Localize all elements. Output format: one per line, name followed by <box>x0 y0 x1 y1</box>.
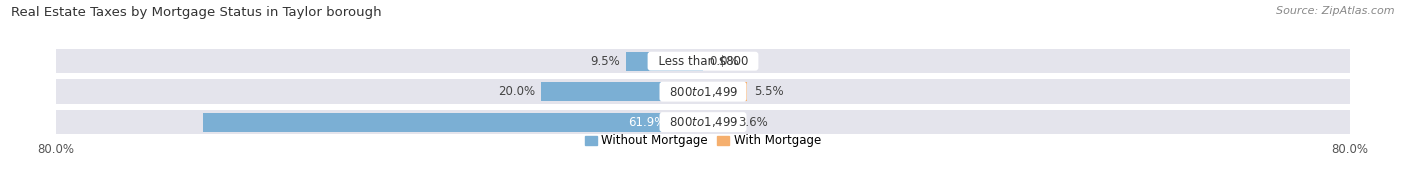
Text: Less than $800: Less than $800 <box>651 55 755 68</box>
Bar <box>56 110 1350 134</box>
Bar <box>626 52 703 71</box>
Bar <box>541 82 703 101</box>
Bar <box>703 113 733 132</box>
Bar <box>202 113 703 132</box>
Bar <box>703 82 748 101</box>
Text: $800 to $1,499: $800 to $1,499 <box>662 85 744 99</box>
Text: $800 to $1,499: $800 to $1,499 <box>662 115 744 129</box>
Text: 61.9%: 61.9% <box>628 116 665 129</box>
Text: 0.0%: 0.0% <box>710 55 740 68</box>
Legend: Without Mortgage, With Mortgage: Without Mortgage, With Mortgage <box>581 130 825 152</box>
Text: 5.5%: 5.5% <box>754 85 783 98</box>
Text: Source: ZipAtlas.com: Source: ZipAtlas.com <box>1277 6 1395 16</box>
Bar <box>56 49 1350 73</box>
Text: Real Estate Taxes by Mortgage Status in Taylor borough: Real Estate Taxes by Mortgage Status in … <box>11 6 382 19</box>
Text: 9.5%: 9.5% <box>591 55 620 68</box>
Bar <box>56 80 1350 104</box>
Text: 3.6%: 3.6% <box>738 116 768 129</box>
Text: 20.0%: 20.0% <box>498 85 534 98</box>
